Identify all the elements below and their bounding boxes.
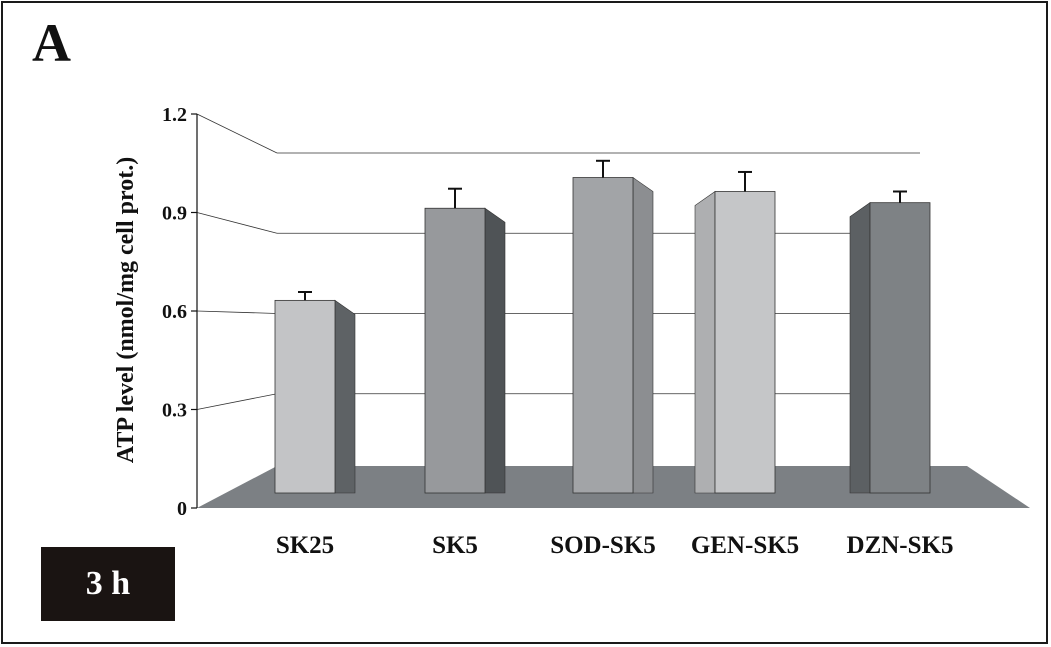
bar (424, 207, 486, 494)
bar (572, 177, 634, 494)
x-tick-label: SOD-SK5 (550, 532, 656, 559)
gridline-connector (196, 393, 278, 410)
bar (714, 191, 776, 494)
y-tick-label: 1.2 (162, 104, 187, 126)
bar (869, 202, 931, 494)
panel-label: A (32, 13, 71, 73)
y-axis-title: ATP level (nmol/mg cell prot.) (113, 157, 139, 463)
bar-sod-sk5 (572, 159, 654, 494)
bar-dzn-sk5 (849, 190, 931, 494)
bar-sk25 (274, 291, 356, 494)
bar-side (849, 202, 871, 494)
y-axis: 0 0.3 0.6 0.9 1.2 (162, 104, 198, 520)
bar-gen-sk5 (694, 170, 776, 494)
bar-sk5 (424, 187, 506, 494)
bar-side (694, 190, 716, 494)
y-tick-label: 0 (177, 498, 187, 520)
y-tick-label: 0.9 (162, 203, 187, 225)
time-badge: 3 h (41, 547, 175, 621)
gridline-connector (196, 310, 278, 314)
bar (274, 299, 336, 494)
x-tick-label: SK25 (276, 532, 334, 559)
y-tick-label: 0.6 (162, 301, 187, 323)
bar-side (334, 299, 356, 494)
bars-group (274, 159, 931, 494)
bar-side (484, 207, 506, 494)
gridline-connector (196, 212, 278, 234)
x-tick-label: GEN-SK5 (691, 532, 799, 559)
y-tick-label: 0.3 (162, 400, 187, 422)
bar-side (632, 176, 654, 494)
x-axis-labels: SK25 SK5 SOD-SK5 GEN-SK5 DZN-SK5 (276, 532, 954, 559)
x-tick-label: DZN-SK5 (847, 532, 954, 559)
gridline-connector (196, 113, 278, 154)
x-tick-label: SK5 (432, 532, 478, 559)
